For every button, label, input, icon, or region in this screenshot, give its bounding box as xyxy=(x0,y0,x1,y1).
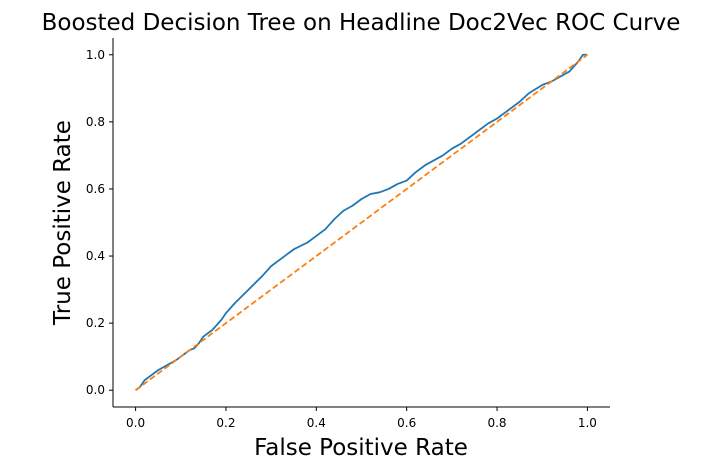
y-axis-label: True Positive Rate xyxy=(50,120,76,326)
y-tick-label: 1.0 xyxy=(86,48,105,62)
chart-title: Boosted Decision Tree on Headline Doc2Ve… xyxy=(42,10,681,36)
y-tick-label: 0.0 xyxy=(86,383,105,397)
roc-curve-line xyxy=(135,53,588,391)
x-tick-label: 1.0 xyxy=(578,416,597,430)
x-tick-label: 0.6 xyxy=(397,416,416,430)
plot-area xyxy=(112,38,610,408)
x-axis-label: False Positive Rate xyxy=(254,435,468,461)
y-tick-label: 0.2 xyxy=(86,316,105,330)
chance-diagonal-line xyxy=(135,54,588,391)
x-tick-label: 0.0 xyxy=(126,416,145,430)
x-tick-label: 0.8 xyxy=(487,416,506,430)
series-layer xyxy=(135,53,588,391)
y-tick-label: 0.4 xyxy=(86,249,105,263)
x-tick-label: 0.2 xyxy=(216,416,235,430)
x-tick-label: 0.4 xyxy=(307,416,326,430)
x-axis-ticks: 0.0 0.2 0.4 0.6 0.8 1.0 xyxy=(126,407,597,430)
y-tick-label: 0.8 xyxy=(86,115,105,129)
y-axis-ticks: 0.0 0.2 0.4 0.6 0.8 1.0 xyxy=(86,48,113,397)
y-tick-label: 0.6 xyxy=(86,182,105,196)
